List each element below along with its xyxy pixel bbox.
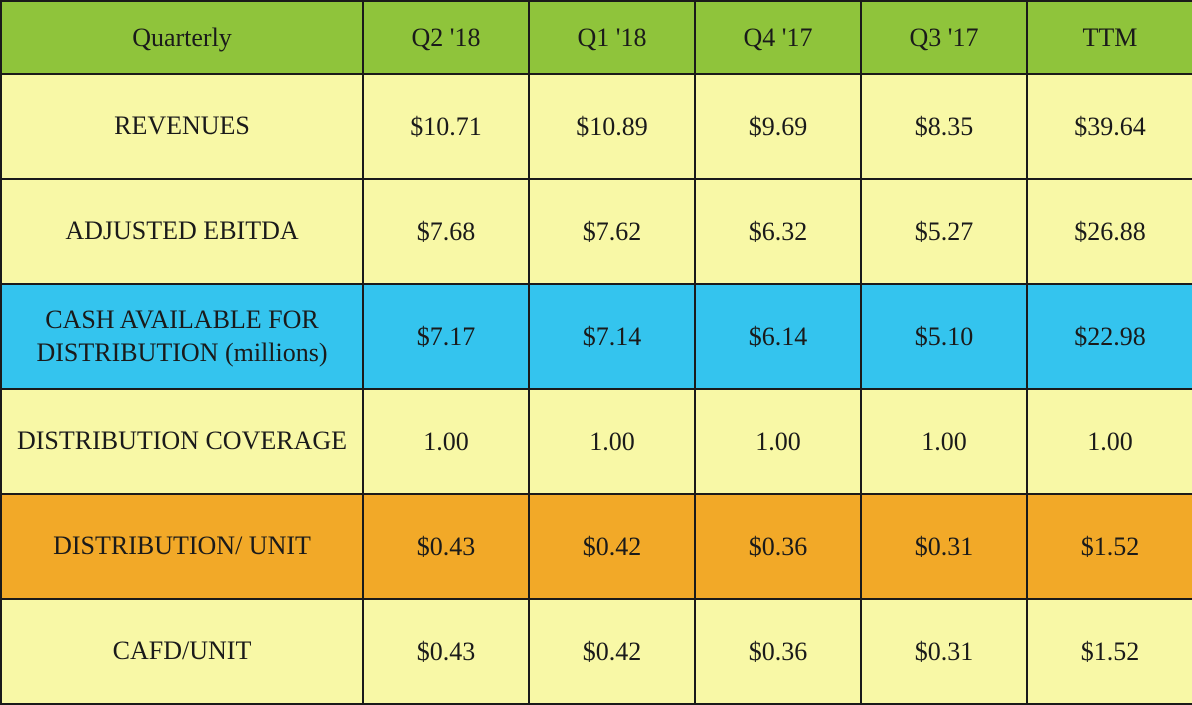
cell: $0.31 <box>861 494 1027 599</box>
header-cell-q4-17: Q4 '17 <box>695 1 861 74</box>
table-header: Quarterly Q2 '18 Q1 '18 Q4 '17 Q3 '17 TT… <box>1 1 1192 74</box>
cell: $0.42 <box>529 599 695 704</box>
table-row: ADJUSTED EBITDA$7.68$7.62$6.32$5.27$26.8… <box>1 179 1192 284</box>
cell: $6.32 <box>695 179 861 284</box>
table-row: DISTRIBUTION/ UNIT$0.43$0.42$0.36$0.31$1… <box>1 494 1192 599</box>
cell: $0.36 <box>695 494 861 599</box>
cell: $6.14 <box>695 284 861 389</box>
table-row: DISTRIBUTION COVERAGE1.001.001.001.001.0… <box>1 389 1192 494</box>
row-label: DISTRIBUTION COVERAGE <box>1 389 363 494</box>
header-cell-quarterly: Quarterly <box>1 1 363 74</box>
cell: $1.52 <box>1027 494 1192 599</box>
row-label: CASH AVAILABLE FOR DISTRIBUTION (million… <box>1 284 363 389</box>
table-row: REVENUES$10.71$10.89$9.69$8.35$39.64 <box>1 74 1192 179</box>
cell: $0.36 <box>695 599 861 704</box>
cell: $22.98 <box>1027 284 1192 389</box>
cell: $7.17 <box>363 284 529 389</box>
cell: 1.00 <box>861 389 1027 494</box>
header-cell-q2-18: Q2 '18 <box>363 1 529 74</box>
row-label: CAFD/UNIT <box>1 599 363 704</box>
cell: $26.88 <box>1027 179 1192 284</box>
cell: $10.89 <box>529 74 695 179</box>
cell: 1.00 <box>363 389 529 494</box>
cell: $39.64 <box>1027 74 1192 179</box>
cell: $0.31 <box>861 599 1027 704</box>
cell: 1.00 <box>529 389 695 494</box>
header-row: Quarterly Q2 '18 Q1 '18 Q4 '17 Q3 '17 TT… <box>1 1 1192 74</box>
cell: $9.69 <box>695 74 861 179</box>
cell: $0.43 <box>363 494 529 599</box>
table-row: CAFD/UNIT$0.43$0.42$0.36$0.31$1.52 <box>1 599 1192 704</box>
table-row: CASH AVAILABLE FOR DISTRIBUTION (million… <box>1 284 1192 389</box>
cell: 1.00 <box>1027 389 1192 494</box>
row-label: DISTRIBUTION/ UNIT <box>1 494 363 599</box>
cell: $5.10 <box>861 284 1027 389</box>
row-label: ADJUSTED EBITDA <box>1 179 363 284</box>
header-cell-q1-18: Q1 '18 <box>529 1 695 74</box>
cell: $1.52 <box>1027 599 1192 704</box>
cell: $7.68 <box>363 179 529 284</box>
row-label: REVENUES <box>1 74 363 179</box>
cell: $7.62 <box>529 179 695 284</box>
cell: $0.43 <box>363 599 529 704</box>
cell: $0.42 <box>529 494 695 599</box>
financial-table: Quarterly Q2 '18 Q1 '18 Q4 '17 Q3 '17 TT… <box>0 0 1192 705</box>
cell: $10.71 <box>363 74 529 179</box>
table-body: REVENUES$10.71$10.89$9.69$8.35$39.64ADJU… <box>1 74 1192 704</box>
cell: 1.00 <box>695 389 861 494</box>
header-cell-ttm: TTM <box>1027 1 1192 74</box>
cell: $5.27 <box>861 179 1027 284</box>
cell: $7.14 <box>529 284 695 389</box>
header-cell-q3-17: Q3 '17 <box>861 1 1027 74</box>
cell: $8.35 <box>861 74 1027 179</box>
